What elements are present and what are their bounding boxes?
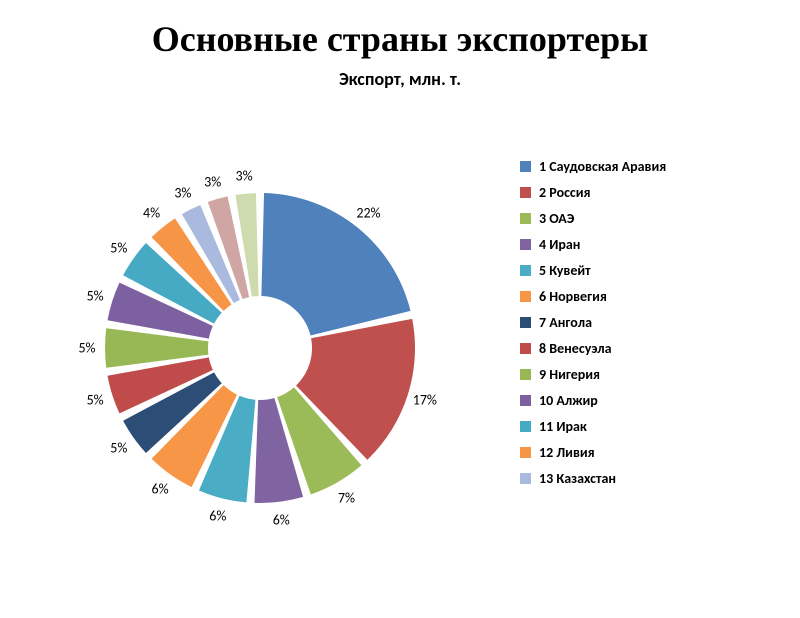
slice-label: 5% <box>87 287 104 304</box>
slice-label: 4% <box>143 205 160 222</box>
legend-item: 13 Казахстан <box>520 470 666 487</box>
slice-label: 6% <box>151 481 168 498</box>
legend-label: 2 Россия <box>539 184 591 201</box>
legend-item: 12 Ливия <box>520 444 666 461</box>
legend-label: 3 ОАЭ <box>539 210 574 227</box>
slide-container: Основные страны экспортеры Экспорт, млн.… <box>0 18 800 618</box>
legend-label: 12 Ливия <box>539 444 595 461</box>
legend-item: 2 Россия <box>520 184 666 201</box>
legend-swatch <box>520 395 531 406</box>
legend-swatch <box>520 369 531 380</box>
slice-label: 5% <box>87 392 104 409</box>
main-title: Основные страны экспортеры <box>0 18 800 60</box>
legend-label: 8 Венесуэла <box>539 340 611 357</box>
legend-swatch <box>520 343 531 354</box>
legend-item: 7 Ангола <box>520 314 666 331</box>
legend-label: 1 Саудовская Аравия <box>539 158 666 175</box>
legend-swatch <box>520 317 531 328</box>
slice-label: 7% <box>338 489 355 506</box>
legend-swatch <box>520 239 531 250</box>
legend-item: 6 Норвегия <box>520 288 666 305</box>
legend-swatch <box>520 291 531 302</box>
legend-item: 11 Ирак <box>520 418 666 435</box>
slice-label: 6% <box>209 507 226 524</box>
slice-label: 22% <box>356 205 380 222</box>
legend-swatch <box>520 473 531 484</box>
legend-label: 4 Иран <box>539 236 580 253</box>
legend-swatch <box>520 265 531 276</box>
legend-label: 9 Нигерия <box>539 366 600 383</box>
legend-label: 5 Кувейт <box>539 262 591 279</box>
legend-swatch <box>520 421 531 432</box>
legend-swatch <box>520 161 531 172</box>
legend-label: 10 Алжир <box>539 392 598 409</box>
legend-label: 6 Норвегия <box>539 288 607 305</box>
slice-label: 6% <box>273 511 290 528</box>
slice-label: 5% <box>78 340 95 357</box>
legend-item: 5 Кувейт <box>520 262 666 279</box>
chart-subtitle: Экспорт, млн. т. <box>0 68 800 90</box>
pie-chart: 22% 17% 7% 6% 6% 6% 5% 5% 5% 5% 5% 4% 3% 3% 3% <box>60 148 460 548</box>
legend-item: 3 ОАЭ <box>520 210 666 227</box>
legend-swatch <box>520 447 531 458</box>
legend-swatch <box>520 187 531 198</box>
slice-label: 5% <box>110 439 127 456</box>
slice-label: 5% <box>110 240 127 257</box>
slice-label: 3% <box>235 167 252 184</box>
pie-slice <box>261 193 410 335</box>
slice-label: 3% <box>174 185 191 202</box>
legend-item: 10 Алжир <box>520 392 666 409</box>
slice-label: 3% <box>204 173 221 190</box>
pie-svg <box>60 148 460 548</box>
slice-label: 17% <box>413 392 437 409</box>
legend-item: 8 Венесуэла <box>520 340 666 357</box>
legend-label: 13 Казахстан <box>539 470 616 487</box>
legend-swatch <box>520 213 531 224</box>
legend-item: 9 Нигерия <box>520 366 666 383</box>
legend-label: 11 Ирак <box>539 418 587 435</box>
legend-item: 4 Иран <box>520 236 666 253</box>
legend-item: 1 Саудовская Аравия <box>520 158 666 175</box>
legend-label: 7 Ангола <box>539 314 592 331</box>
legend: 1 Саудовская Аравия 2 Россия 3 ОАЭ 4 Иран 5 … <box>520 158 666 496</box>
